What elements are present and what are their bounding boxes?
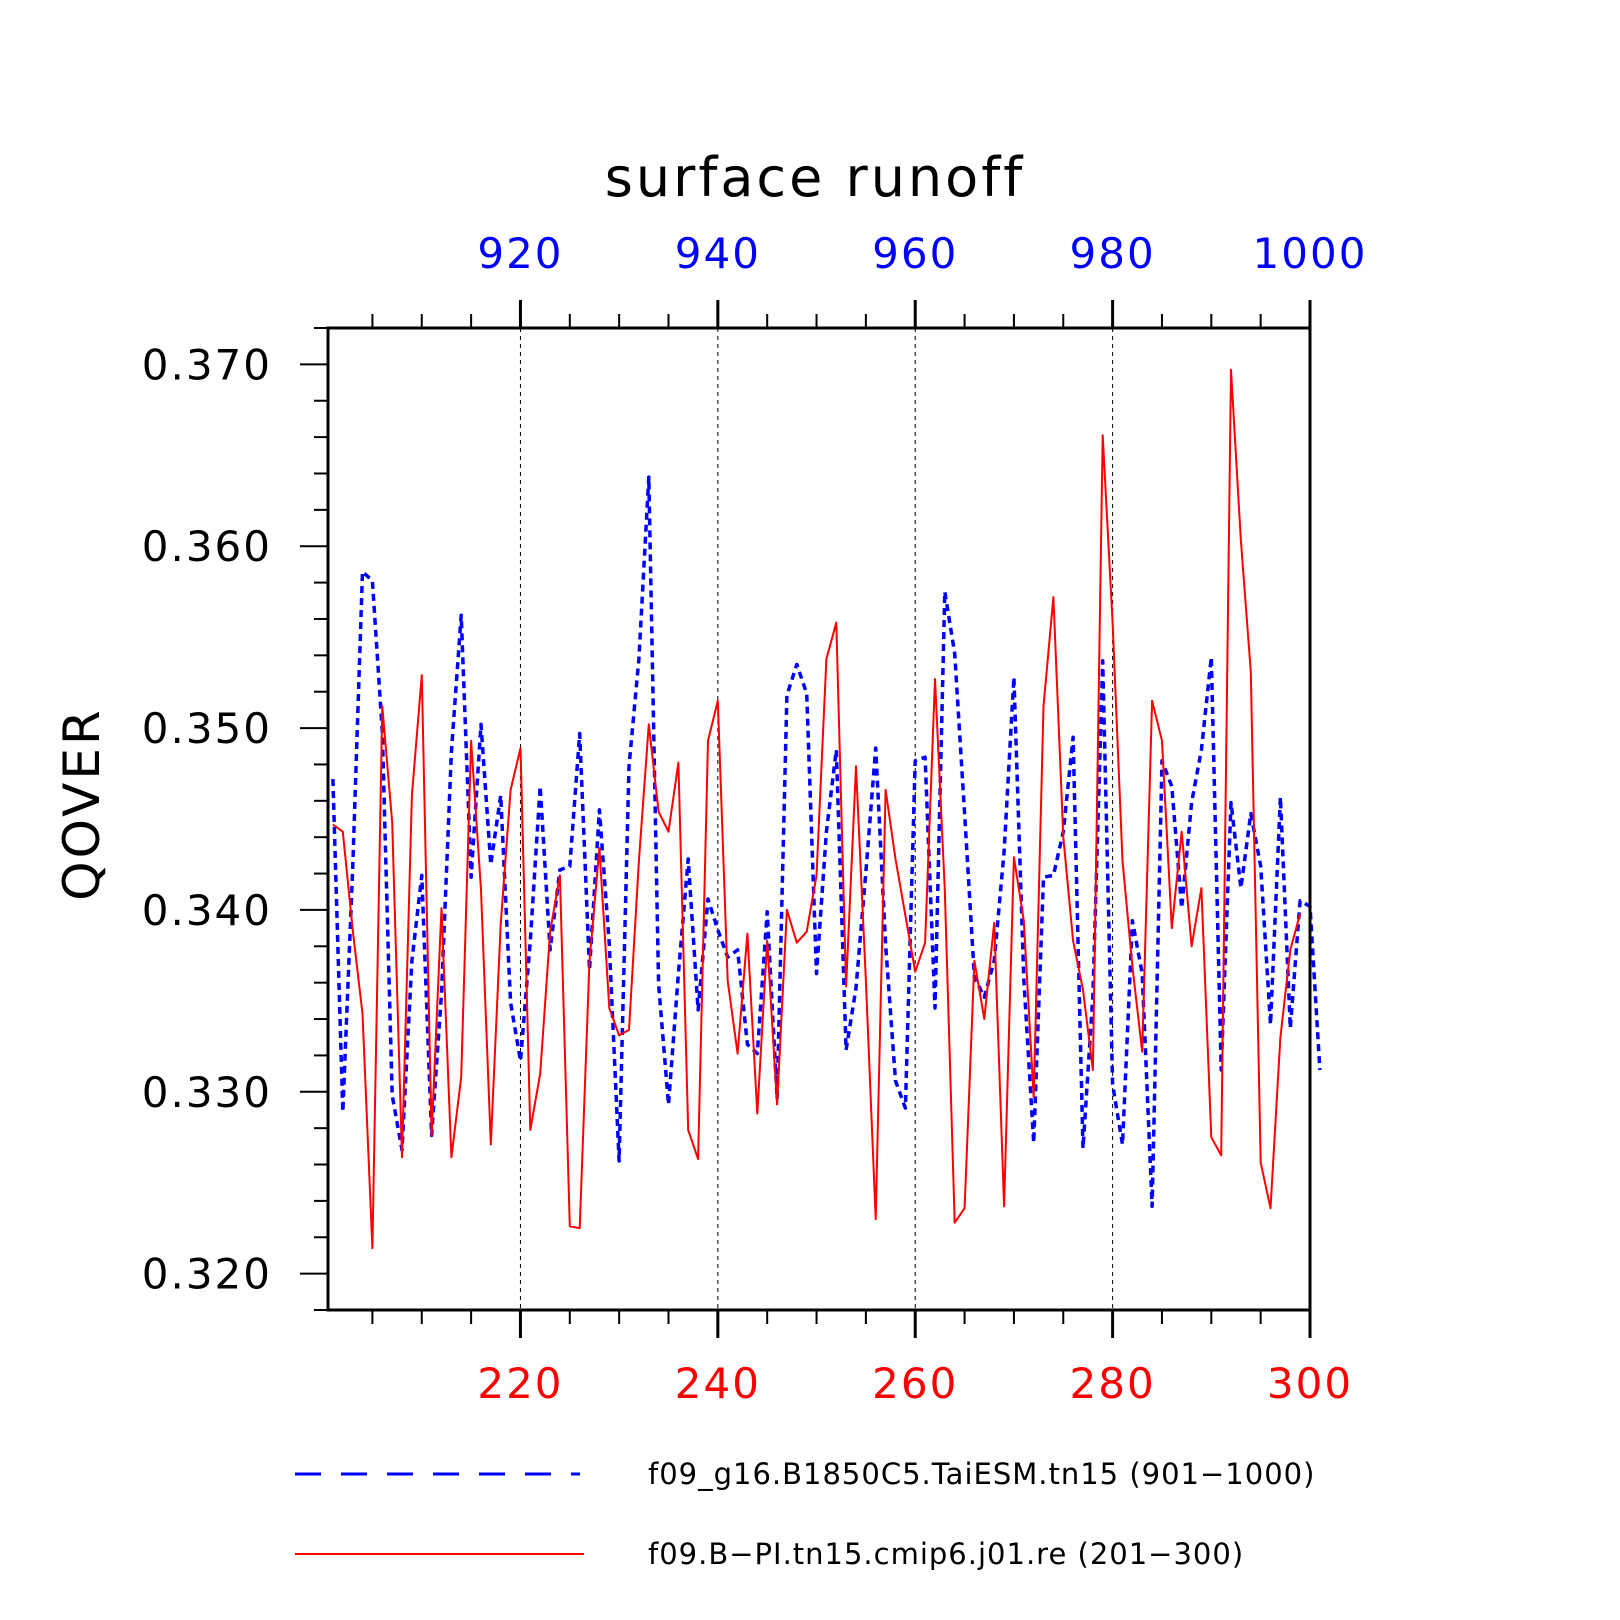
chart-title: surface runoff bbox=[605, 146, 1025, 209]
legend-label-blue: f09_g16.B1850C5.TaiESM.tn15 (901−1000) bbox=[648, 1457, 1315, 1491]
x-top-tick-label: 920 bbox=[477, 229, 563, 278]
x-bottom-tick-label: 280 bbox=[1070, 1359, 1156, 1408]
y-tick-label: 0.350 bbox=[142, 704, 272, 753]
series-line-blue bbox=[331, 475, 1322, 1209]
x-bottom-tick-label: 220 bbox=[477, 1359, 563, 1408]
grid-lines bbox=[519, 328, 1114, 1310]
ticks bbox=[300, 300, 1312, 1338]
y-tick-label: 0.330 bbox=[142, 1068, 272, 1117]
y-tick-label: 0.370 bbox=[142, 340, 272, 389]
series-layer bbox=[331, 368, 1322, 1250]
x-top-tick-label: 980 bbox=[1070, 229, 1156, 278]
axes bbox=[326, 326, 1312, 1312]
y-tick-label: 0.320 bbox=[142, 1250, 272, 1299]
y-axis-label: QOVER bbox=[53, 707, 111, 900]
x-bottom-tick-label: 300 bbox=[1267, 1359, 1353, 1408]
x-top-tick-label: 960 bbox=[872, 229, 958, 278]
series-line-red bbox=[332, 368, 1302, 1250]
x-top-tick-label: 1000 bbox=[1253, 229, 1368, 278]
y-tick-label: 0.340 bbox=[142, 886, 272, 935]
tick-labels: 0.320 0.330 0.340 0.350 0.360 0.370 920 940 960 9… bbox=[142, 229, 1368, 1408]
x-bottom-tick-label: 260 bbox=[872, 1359, 958, 1408]
y-tick-label: 0.360 bbox=[142, 522, 272, 571]
x-top-tick-label: 940 bbox=[675, 229, 761, 278]
legend-label-red: f09.B−PI.tn15.cmip6.j01.re (201−300) bbox=[648, 1537, 1244, 1571]
x-bottom-tick-label: 240 bbox=[675, 1359, 761, 1408]
legend: f09_g16.B1850C5.TaiESM.tn15 (901−1000) f… bbox=[295, 1457, 1315, 1571]
